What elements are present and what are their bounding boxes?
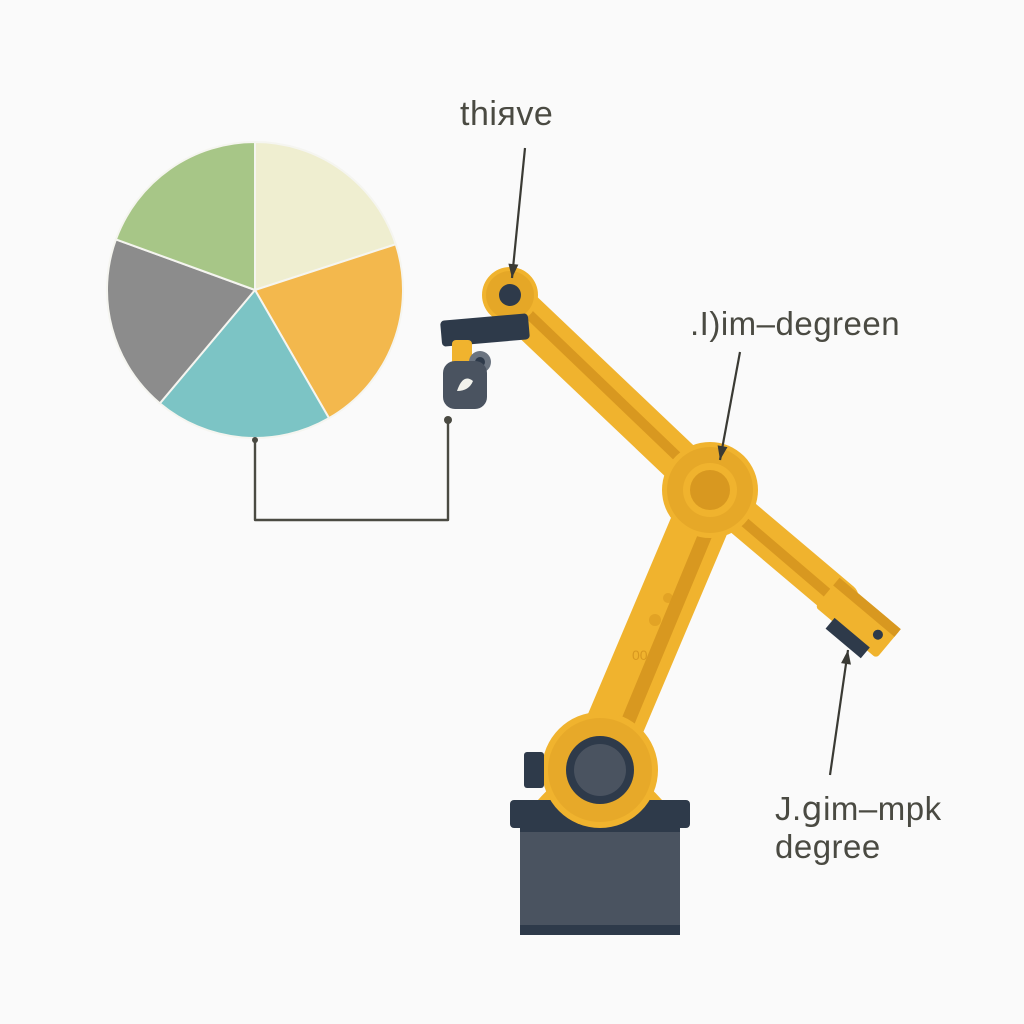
callout-label-line1: J.ցim–mpk — [775, 790, 942, 827]
infographic-canvas: 00. thiяve .I)im–degreen J.ցim–mpk degre… — [0, 0, 1024, 1024]
svg-text:00.: 00. — [632, 647, 651, 663]
callout-label-bottom-right: J.ցim–mpk degree — [775, 790, 942, 866]
diagram-svg: 00. — [0, 0, 1024, 1024]
callout-label-right: .I)im–degreen — [690, 305, 900, 343]
pie-chart — [107, 142, 403, 438]
callout-label-top: thiяve — [460, 95, 553, 134]
callout-label-line2: degree — [775, 828, 881, 865]
